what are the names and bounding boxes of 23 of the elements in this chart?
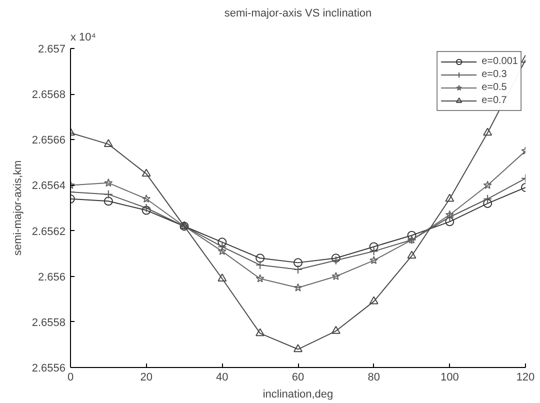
legend-label: e=0.3 (482, 68, 507, 81)
legend-label: e=0.5 (482, 81, 507, 94)
x-tick-label: 40 (216, 372, 228, 384)
x-tick-label: 80 (368, 372, 380, 384)
y-tick-label: 2.6556 (32, 362, 66, 374)
y-axis-title: semi-major-axis,km (12, 160, 24, 256)
x-tick-label: 100 (440, 372, 459, 384)
text: x 10⁴ (70, 32, 96, 44)
legend-label: e=0.001 (482, 55, 518, 68)
y-tick-label: 2.6558 (32, 316, 66, 329)
y-tick-label: 2.6562 (32, 226, 66, 238)
y-tick-label: 2.656 (38, 271, 66, 284)
chart-title: semi-major-axis VS inclination (224, 8, 372, 20)
y-tick-label: 2.657 (38, 44, 66, 56)
x-tick-label: 60 (292, 372, 304, 384)
y-tick-label: 2.6568 (32, 89, 66, 102)
y-tick-label: 2.6564 (32, 180, 66, 192)
y-tick-label: 2.6566 (32, 134, 66, 147)
x-tick-label: 20 (140, 372, 152, 384)
legend-label: e=0.7 (482, 94, 507, 107)
x-tick-label: 0 (67, 372, 74, 384)
x-tick-label: 120 (516, 372, 535, 384)
x-axis-title: inclination,deg (262, 388, 334, 400)
